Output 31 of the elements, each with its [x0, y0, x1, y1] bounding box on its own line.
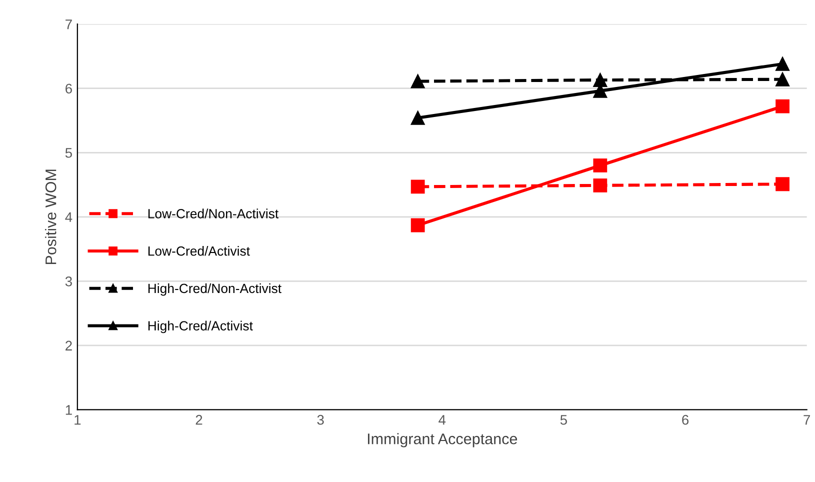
point — [776, 72, 790, 86]
y-axis-title: Positive WOM — [45, 170, 56, 264]
legend-label: Low-Cred/Non-Activist — [148, 208, 279, 218]
x-tick-label: 5 — [560, 415, 567, 425]
y-tick-label: 3 — [65, 276, 72, 286]
legend-label: High-Cred/Activist — [148, 320, 253, 334]
point — [776, 57, 790, 71]
x-tick-label: 1 — [74, 415, 81, 425]
point — [776, 177, 790, 192]
y-tick-label: 1 — [66, 405, 72, 415]
y-tick-label: 7 — [66, 20, 72, 30]
point — [593, 158, 608, 172]
y-tick-label: 6 — [66, 84, 72, 94]
point — [410, 110, 425, 125]
point — [593, 73, 608, 87]
x-tick-label: 3 — [317, 414, 324, 425]
x-tick-label: 7 — [804, 415, 810, 425]
legend-label: Low-Cred/Activist — [148, 246, 250, 256]
x-tick-label: 4 — [438, 415, 446, 425]
point — [410, 74, 425, 88]
point — [410, 218, 425, 232]
y-tick-label: 2 — [66, 340, 72, 350]
x-tick-label: 2 — [196, 414, 202, 425]
y-tick-label: 4 — [65, 212, 72, 222]
x-axis-title: Immigrant Acceptance — [368, 433, 518, 448]
point — [410, 180, 425, 194]
legend-label: High-Cred/Non-Activist — [148, 283, 282, 296]
point — [776, 99, 790, 114]
x-tick-label: 6 — [682, 414, 689, 425]
y-tick-label: 5 — [65, 148, 72, 158]
point — [593, 178, 608, 192]
